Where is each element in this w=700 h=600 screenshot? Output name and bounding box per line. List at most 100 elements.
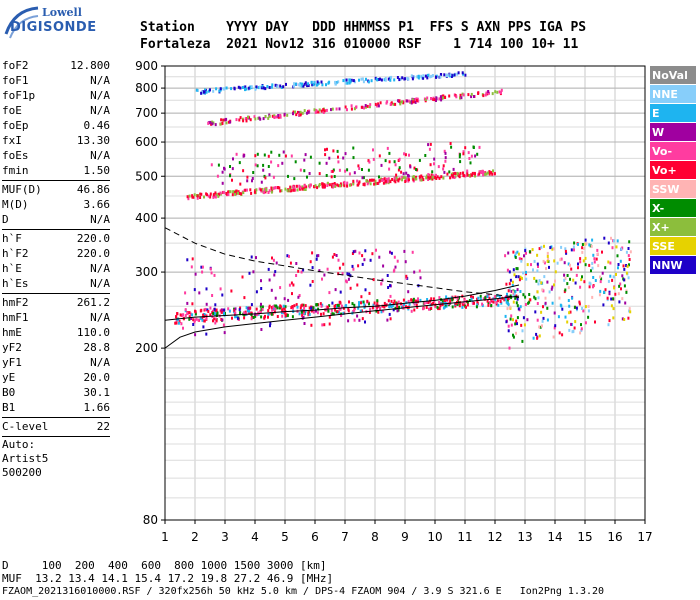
echo-point [512, 318, 514, 322]
echo-point [334, 82, 337, 86]
echo-point [374, 102, 377, 106]
echo-point [271, 308, 274, 312]
echo-point [227, 193, 230, 197]
param-value: 110.0 [76, 326, 110, 339]
echo-point [283, 307, 286, 311]
echo-point [286, 254, 289, 258]
echo-point [524, 295, 527, 299]
echo-point [428, 147, 431, 151]
echo-point [569, 277, 571, 281]
echo-point [306, 84, 309, 88]
echo-point [186, 258, 189, 262]
echo-point [444, 95, 446, 99]
echo-point [201, 318, 204, 322]
param-value: N/A [90, 74, 110, 87]
legend-label: X- [652, 202, 664, 215]
echo-point [391, 304, 394, 308]
echo-point [420, 74, 423, 78]
echo-point [516, 304, 519, 308]
echo-point [256, 152, 259, 156]
echo-point [628, 309, 631, 313]
echo-point [435, 97, 438, 101]
param-row: hmF2 261.2 [2, 295, 110, 310]
echo-point [373, 301, 376, 305]
echo-point [603, 236, 606, 240]
echo-point [577, 262, 579, 266]
echo-point [262, 191, 265, 195]
echo-point [506, 268, 509, 272]
echo-point [567, 299, 570, 302]
echo-point [584, 256, 587, 260]
echo-point [414, 97, 417, 101]
echo-point [221, 318, 224, 322]
echo-point [537, 296, 540, 300]
echo-point [426, 73, 429, 77]
echo-point [512, 250, 515, 254]
echo-point [262, 168, 265, 172]
echo-point [210, 271, 213, 275]
echo-point [188, 317, 191, 321]
echo-point [369, 103, 372, 107]
echo-point [443, 170, 446, 174]
echo-point [546, 254, 549, 258]
echo-point [250, 311, 253, 315]
legend-label: NNW [652, 259, 683, 272]
echo-point [231, 316, 233, 320]
echo-point [599, 280, 602, 284]
echo-point [246, 179, 249, 183]
echo-point [345, 279, 347, 283]
echo-point [580, 328, 583, 332]
echo-point [558, 331, 561, 335]
echo-point [192, 318, 195, 322]
echo-point [427, 143, 430, 147]
echo-point [422, 307, 424, 311]
echo-band-F2-spread [210, 142, 481, 186]
echo-point [425, 97, 427, 101]
echo-point [459, 96, 461, 100]
echo-point [248, 271, 251, 275]
param-name: foE [2, 104, 22, 117]
echo-point [406, 176, 409, 179]
echo-point [537, 265, 539, 268]
echo-point [204, 313, 207, 317]
echo-point [281, 161, 284, 165]
echo-point [297, 295, 300, 299]
param-name: C-level [2, 420, 49, 433]
echo-point [416, 305, 419, 309]
echo-point [510, 289, 513, 293]
echo-point [382, 264, 385, 268]
echo-point [260, 302, 262, 306]
echo-point [581, 250, 584, 254]
echo-point [408, 153, 410, 157]
echo-point [407, 290, 410, 294]
echo-point [346, 108, 348, 112]
echo-point [461, 302, 464, 306]
echo-point [517, 275, 520, 279]
echo-point [299, 168, 302, 172]
echo-point [511, 280, 514, 284]
echo-point [438, 176, 441, 180]
echo-point [422, 74, 425, 78]
echo-point [468, 299, 471, 302]
echo-point [585, 242, 588, 246]
echo-point [384, 76, 387, 80]
echo-point [227, 307, 230, 311]
echo-point [235, 152, 238, 156]
echo-point [369, 182, 372, 186]
echo-point [450, 73, 453, 77]
echo-point [566, 282, 569, 286]
echo-point [358, 318, 361, 322]
echo-point [309, 260, 312, 264]
echo-point [298, 111, 301, 115]
echo-point [304, 304, 307, 308]
echo-point [514, 255, 517, 259]
echo-band-F1-spread [180, 248, 422, 337]
echo-point [267, 116, 270, 120]
echo-point [339, 184, 342, 188]
echo-point [376, 305, 379, 309]
echo-point [520, 257, 523, 261]
echo-point [360, 105, 363, 109]
echo-point [573, 241, 576, 245]
param-name: B0 [2, 386, 16, 399]
echo-point [398, 78, 401, 82]
